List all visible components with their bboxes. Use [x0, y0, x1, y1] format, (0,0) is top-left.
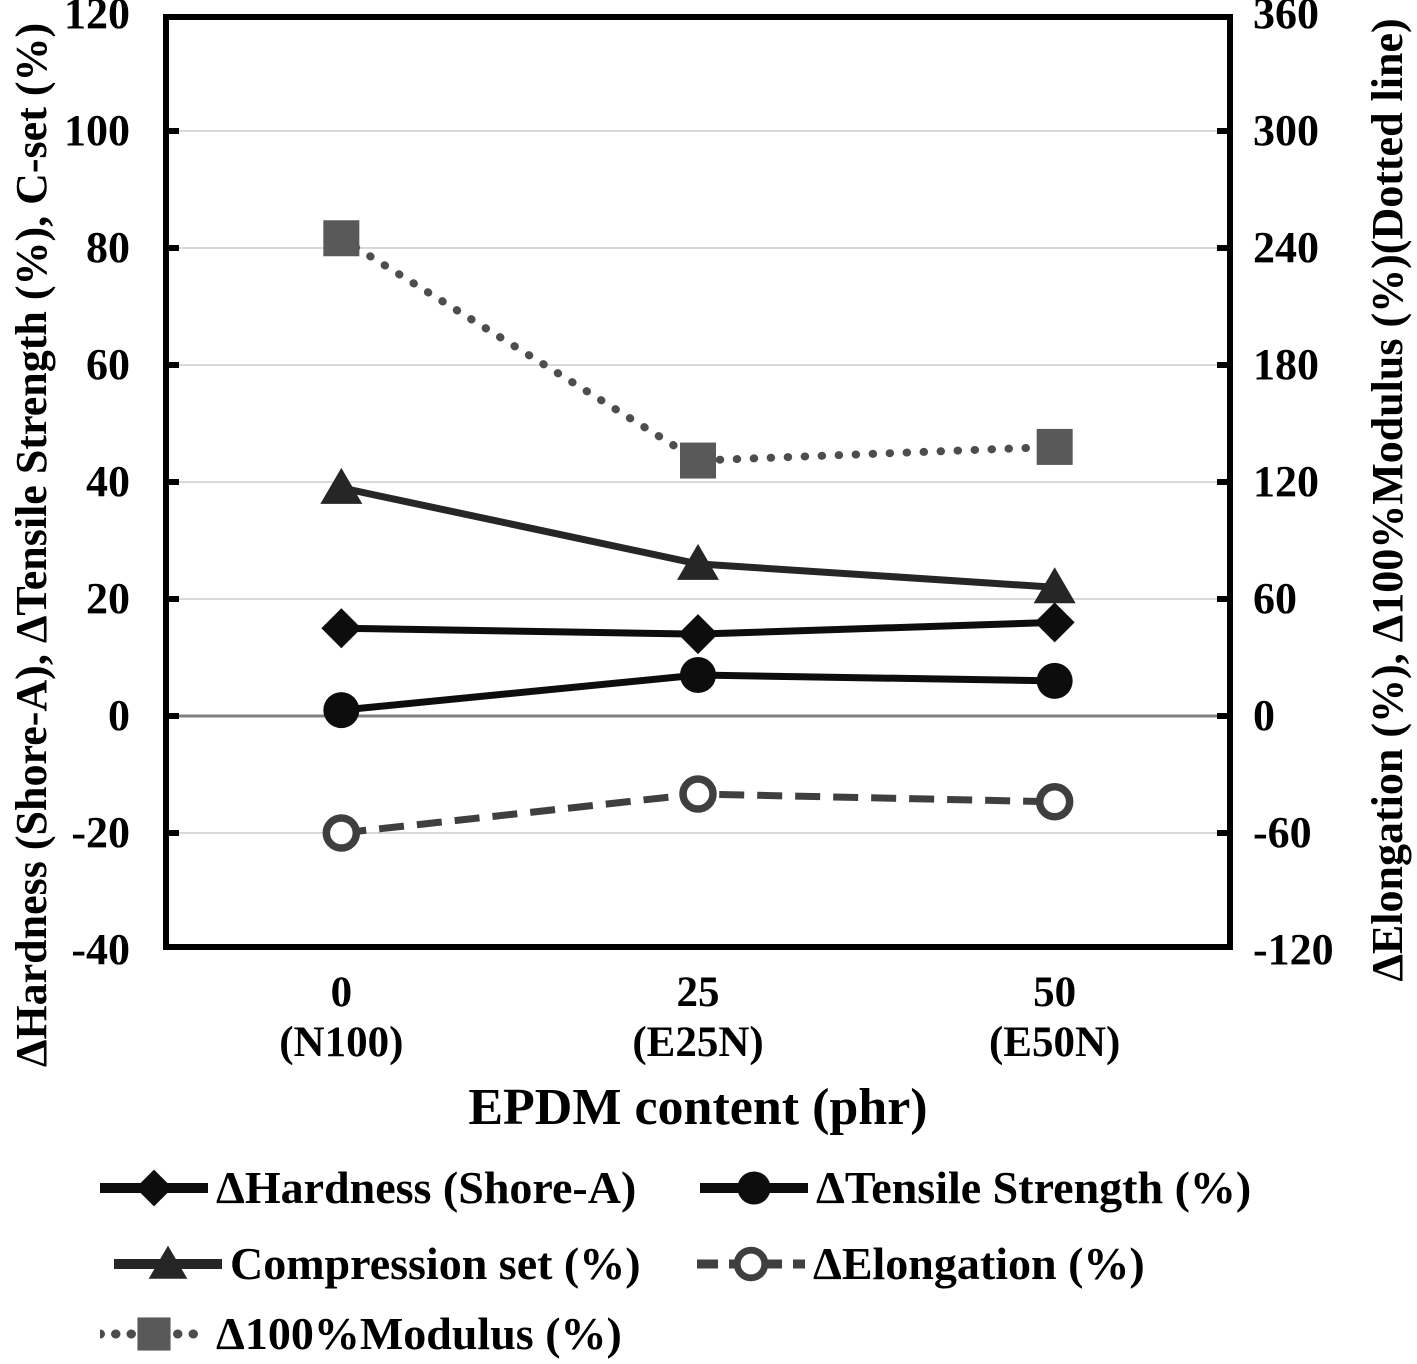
- circle-filled-marker-icon: [1036, 662, 1073, 699]
- x-axis-tick-label: 50 (E50N): [895, 968, 1215, 1068]
- legend-label: Δ100%Modulus (%): [216, 1308, 622, 1359]
- right-axis-title: ΔElongation (%), Δ100%Modulus (%)(Dotted…: [1363, 18, 1412, 982]
- diamond-marker-icon: [678, 614, 718, 655]
- diamond-marker-icon: [100, 1161, 208, 1215]
- triangle-filled-marker-icon: [320, 467, 363, 504]
- left-axis-tick-label: 100: [64, 106, 130, 155]
- right-axis-tick-label: 360: [1253, 0, 1319, 38]
- x-tick-value: 0: [330, 969, 353, 1016]
- series-line: [337, 234, 1059, 465]
- square-filled-marker-icon: [323, 220, 360, 257]
- right-axis-tick-label: 240: [1253, 223, 1319, 272]
- legend-item-hardness: ΔHardness (Shore-A): [100, 1160, 636, 1216]
- diamond-marker-icon: [1034, 602, 1075, 643]
- right-axis-tick-label: 0: [1253, 691, 1275, 740]
- left-axis-tick-label: 0: [108, 691, 130, 740]
- square-filled-marker-icon: [137, 1317, 171, 1351]
- circle-open-marker-icon: [322, 814, 361, 852]
- left-axis-tick-label: 40: [86, 457, 130, 506]
- legend-item-elongation: ΔElongation (%): [697, 1236, 1145, 1292]
- right-axis-tick-label: -120: [1253, 925, 1334, 974]
- x-axis-title: EPDM content (phr): [468, 1079, 928, 1136]
- triangle-filled-marker-icon: [148, 1245, 188, 1279]
- circle-filled-marker-icon: [323, 692, 360, 729]
- legend-label: ΔTensile Strength (%): [816, 1162, 1252, 1213]
- left-axis-tick-label: -40: [71, 925, 130, 974]
- x-tick-value: 25: [676, 969, 720, 1016]
- left-axis-tick-label: 20: [86, 574, 130, 623]
- x-axis-tick-label: 0 (N100): [181, 968, 501, 1068]
- right-axis-tick-label: -60: [1253, 808, 1312, 857]
- left-axis-tick-label: 120: [64, 0, 130, 38]
- x-axis-tick-label: 25 (E25N): [538, 968, 858, 1068]
- diamond-marker-icon: [135, 1169, 173, 1207]
- circle-open-marker-icon: [679, 775, 717, 813]
- circle-open-marker-icon: [1035, 783, 1074, 821]
- square-marker-icon: [95, 1307, 213, 1361]
- legend-item-tensile: ΔTensile Strength (%): [700, 1160, 1251, 1216]
- triangle-filled-marker-icon: [677, 543, 719, 580]
- right-axis-tick-label: 180: [1253, 340, 1319, 389]
- square-filled-marker-icon: [680, 442, 716, 479]
- diamond-marker-icon: [321, 608, 362, 649]
- right-axis-tick-label: 120: [1253, 457, 1319, 506]
- triangle-filled-marker-icon: [1033, 567, 1076, 604]
- left-axis-tick-label: 60: [86, 340, 130, 389]
- legend-item-compression: Compression set (%): [114, 1236, 641, 1292]
- square-filled-marker-icon: [1036, 428, 1073, 465]
- triangle-marker-icon: [114, 1237, 222, 1291]
- plot-area: [163, 14, 1233, 950]
- right-axis-tick-label: 60: [1253, 574, 1297, 623]
- circle-filled-marker-icon: [737, 1171, 771, 1205]
- left-axis-title: ΔHardness (Shore-A), ΔTensile Strength (…: [7, 22, 56, 1068]
- x-tick-subvalue: (E25N): [632, 1019, 764, 1066]
- circle-filled-marker-icon: [680, 657, 716, 694]
- right-axis-tick-label: 300: [1253, 106, 1319, 155]
- left-axis-tick-label: -20: [71, 808, 130, 857]
- circle-open-marker-icon: [733, 1246, 769, 1282]
- open-circle-marker-icon: [697, 1237, 805, 1291]
- x-tick-value: 50: [1033, 969, 1077, 1016]
- legend-label: ΔHardness (Shore-A): [216, 1162, 637, 1213]
- circle-marker-icon: [700, 1161, 808, 1215]
- x-tick-subvalue: (N100): [279, 1019, 404, 1066]
- legend-item-modulus: Δ100%Modulus (%): [95, 1306, 622, 1362]
- legend-label: ΔElongation (%): [813, 1238, 1145, 1289]
- x-tick-subvalue: (E50N): [988, 1019, 1121, 1066]
- legend-label: Compression set (%): [230, 1238, 641, 1289]
- left-axis-tick-label: 80: [86, 223, 130, 272]
